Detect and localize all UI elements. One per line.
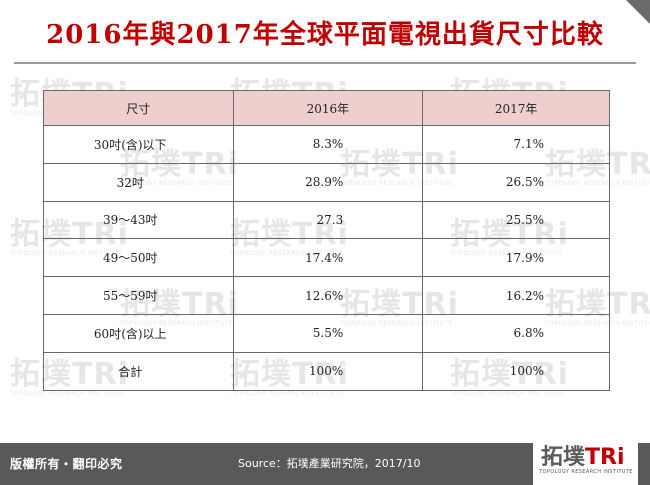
cell-size: 合計	[43, 351, 234, 391]
header-size: 尺寸	[43, 90, 234, 126]
cell-size: 49～50吋	[43, 238, 234, 278]
cell-2017: 26.5%	[422, 162, 610, 202]
table-row: 30吋(含)以下 8.3% 7.1%	[43, 125, 610, 164]
cell-2017: 100%	[422, 351, 610, 391]
copyright-notice: 版權所有・翻印必究	[10, 457, 123, 471]
cell-2016: 100%	[232, 351, 424, 391]
slide-title: 2016年與2017年全球平面電視出貨尺寸比較	[46, 20, 604, 50]
table-row-total: 合計 100% 100%	[43, 351, 610, 391]
source-citation: Source：拓墣產業研究院，2017/10	[238, 457, 421, 470]
cell-size: 60吋(含)以上	[43, 313, 234, 353]
title-divider	[14, 62, 636, 64]
corner-decoration	[626, 0, 650, 24]
cell-size: 32吋	[43, 162, 234, 202]
table-row: 39～43吋 27.3 25.5%	[43, 200, 610, 240]
cell-size: 39～43吋	[43, 200, 234, 240]
cell-2016: 5.5%	[232, 313, 424, 353]
cell-size: 30吋(含)以下	[43, 125, 234, 164]
cell-2016: 28.9%	[232, 162, 424, 202]
cell-2016: 27.3	[232, 200, 424, 240]
table-row: 49～50吋 17.4% 17.9%	[43, 238, 610, 278]
logo-subtext: TOPOLOGY RESEARCH INSTITUTE	[539, 469, 633, 475]
cell-2016: 17.4%	[232, 238, 424, 278]
header-2016: 2016年	[232, 90, 424, 126]
cell-2017: 17.9%	[422, 238, 610, 278]
cell-2016: 8.3%	[232, 125, 424, 164]
table-row: 55～59吋 12.6% 16.2%	[43, 276, 610, 315]
table-row: 32吋 28.9% 26.5%	[43, 162, 610, 202]
tri-logo: 拓墣TRi TOPOLOGY RESEARCH INSTITUTE	[533, 433, 638, 485]
logo-wordmark: 拓墣TRi	[541, 445, 625, 470]
cell-2017: 16.2%	[422, 276, 610, 315]
tv-size-shipment-table: 尺寸 2016年 2017年 30吋(含)以下 8.3% 7.1% 32吋 28…	[43, 90, 610, 391]
cell-2017: 6.8%	[422, 313, 610, 353]
cell-2016: 12.6%	[232, 276, 424, 315]
cell-2017: 25.5%	[422, 200, 610, 240]
table-row: 60吋(含)以上 5.5% 6.8%	[43, 313, 610, 353]
header-2017: 2017年	[422, 90, 610, 126]
table-header-row: 尺寸 2016年 2017年	[43, 90, 610, 126]
cell-2017: 7.1%	[422, 125, 610, 164]
cell-size: 55～59吋	[43, 276, 234, 315]
